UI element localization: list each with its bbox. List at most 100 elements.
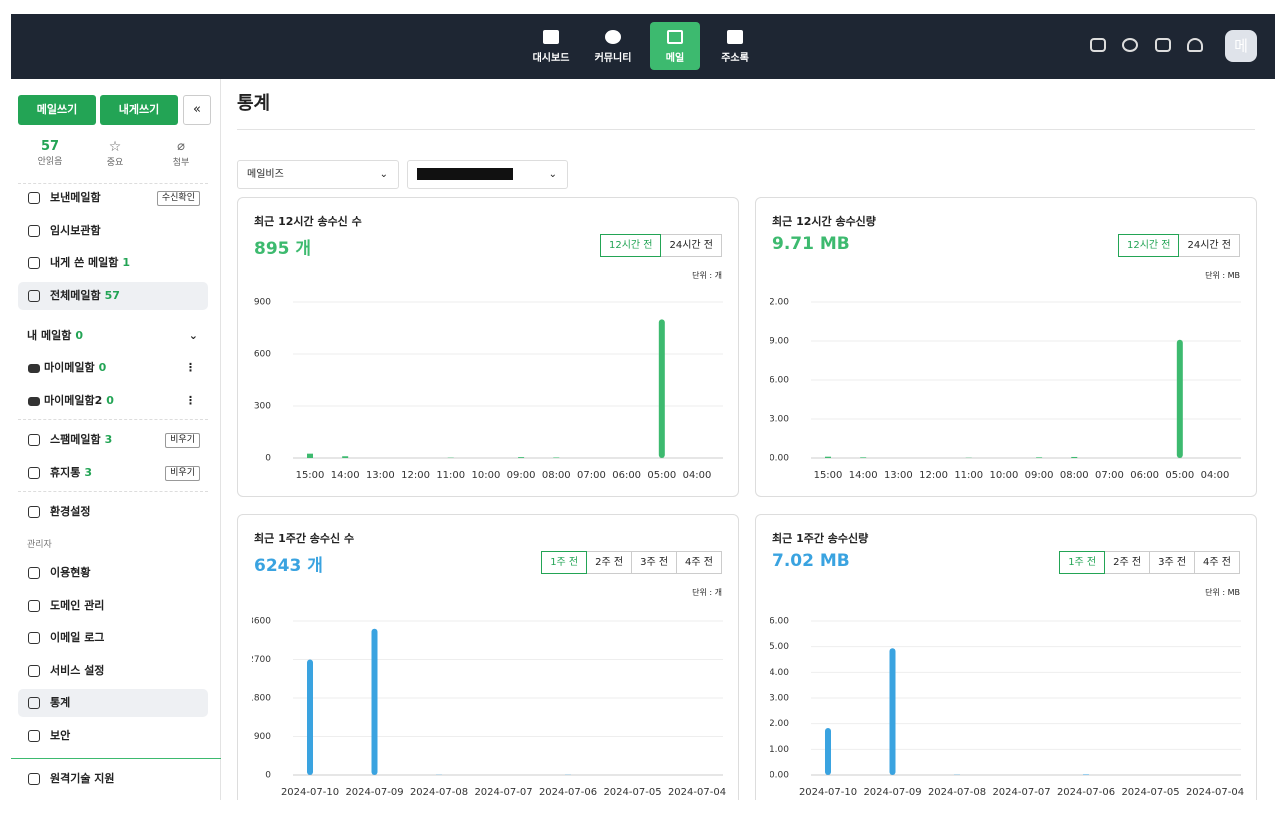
icon <box>28 632 40 644</box>
y-tick-label: 3.00 <box>769 694 789 704</box>
icon <box>28 773 40 785</box>
item-count: 3 <box>104 433 113 446</box>
item-label: 이메일 로그 <box>50 631 105 644</box>
nav-item[interactable]: 커뮤니티 <box>588 22 638 70</box>
x-tick-label: 12:00 <box>919 470 948 481</box>
redacted <box>417 168 513 180</box>
stat[interactable]: ⌀ 첨부 <box>156 139 206 168</box>
nav-item[interactable]: 주소록 <box>710 22 760 70</box>
x-tick-label: 2024-07-09 <box>345 787 403 798</box>
y-tick-label: 2.00 <box>769 719 789 729</box>
panel-total: 6243 개 <box>254 556 323 576</box>
item-label: 휴지통 <box>50 465 81 479</box>
chart-panel: 최근 12시간 송수신 수 895 개 12시간 전 24시간 전 단위 : 개 0 300… <box>237 197 739 497</box>
tab[interactable]: 4주 전 <box>676 551 722 574</box>
bell-icon[interactable] <box>1187 38 1203 52</box>
bar <box>342 456 349 458</box>
top-nav: 대시보드 커뮤니티 메일 주소록 메 <box>11 14 1275 79</box>
bar <box>553 457 560 458</box>
stat[interactable]: ☆ 중요 <box>90 139 140 168</box>
item-label: 원격기술 지원 <box>50 772 115 785</box>
chart-panel: 최근 1주간 송수신량 7.02 MB 1주 전 2주 전 3주 전 4주 전 단위 : M… <box>755 514 1257 800</box>
tab[interactable]: 1주 전 <box>541 551 588 574</box>
sidebar-item[interactable]: 보낸메일함 수신확인 <box>18 184 208 212</box>
more: ⋮ <box>185 393 196 407</box>
x-tick-label: 08:00 <box>542 470 571 481</box>
tabs: 12시간 전 24시간 전 <box>599 234 722 257</box>
bar <box>1083 774 1089 775</box>
tab[interactable]: 1주 전 <box>1059 551 1106 574</box>
stat[interactable]: 57 안읽음 <box>25 139 75 167</box>
item-count: 3 <box>84 465 93 479</box>
sidebar-item[interactable]: 보안 <box>18 722 208 750</box>
sidebar-item[interactable]: 도메인 관리 <box>18 592 208 620</box>
select[interactable]: ⌄ <box>407 160 568 189</box>
x-tick-label: 14:00 <box>849 470 878 481</box>
sidebar-item[interactable]: 원격기술 지원 <box>18 765 208 793</box>
y-axis: 0.00 1.00 2.00 3.00 4.00 5.00 6.00 <box>769 617 789 781</box>
x-tick-label: 13:00 <box>884 470 913 481</box>
announce-icon[interactable] <box>1090 38 1106 52</box>
y-axis: 0.00 3.00 6.00 9.00 12.00 <box>770 298 789 464</box>
x-tick-label: 2024-07-07 <box>474 787 532 798</box>
panel-title: 최근 12시간 송수신 수 <box>254 215 362 228</box>
org-icon[interactable] <box>1122 38 1138 52</box>
section-heading: 관리자 <box>27 540 52 550</box>
sidebar-item[interactable]: 이메일 로그 <box>18 624 208 652</box>
item-badge: 비우기 <box>165 433 200 448</box>
y-tick-label: 2700 <box>248 655 271 665</box>
chevron: ⌄ <box>188 329 198 342</box>
tab[interactable]: 12시간 전 <box>1117 234 1180 257</box>
sidebar-item[interactable]: 환경설정 <box>18 498 208 526</box>
x-tick-label: 13:00 <box>366 470 395 481</box>
item-label: 통계 <box>50 696 71 709</box>
y-tick-label: 1.00 <box>769 745 789 755</box>
bar <box>889 648 896 775</box>
select[interactable]: 메일비즈 ⌄ <box>237 160 399 189</box>
nav-item[interactable]: 대시보드 <box>526 22 576 70</box>
tab[interactable]: 12시간 전 <box>599 234 662 257</box>
nav-item[interactable]: 메일 <box>650 22 700 70</box>
sidebar-item[interactable]: 스팸메일함 3 비우기 <box>18 426 208 454</box>
item-label: 보낸메일함 <box>50 191 101 204</box>
icon <box>28 729 40 742</box>
x-tick-label: 2024-07-08 <box>410 787 468 798</box>
x-tick-label: 05:00 <box>647 470 676 481</box>
tab[interactable]: 4주 전 <box>1194 551 1240 574</box>
icon <box>28 257 40 269</box>
unit-label: 단위 : MB <box>1205 271 1240 280</box>
unit-label: 단위 : 개 <box>692 271 722 280</box>
self-write-button[interactable]: 내게쓰기 <box>100 95 178 125</box>
sidebar-item[interactable]: 전체메일함 57 <box>18 281 208 310</box>
stat-label: 중요 <box>106 158 124 168</box>
x-tick-label: 10:00 <box>989 470 1018 481</box>
sidebar-item[interactable]: 임시보관함 <box>18 217 208 245</box>
sidebar-item[interactable]: 서비스 설정 <box>18 657 208 685</box>
sidebar-item[interactable]: 통계 <box>18 689 208 717</box>
collapse-button[interactable]: « <box>183 95 211 125</box>
y-tick-label: 900 <box>254 732 271 742</box>
sidebar-item[interactable]: 이용현황 <box>18 559 208 587</box>
sidebar-item[interactable]: 휴지통 3 비우기 <box>18 459 208 487</box>
chat-icon[interactable] <box>1155 38 1171 52</box>
y-tick-label: 6.00 <box>769 617 789 627</box>
item-badge: 비우기 <box>165 465 200 481</box>
y-tick-label: 1800 <box>248 694 271 704</box>
x-tick-label: 2024-07-08 <box>928 787 986 798</box>
y-tick-label: 0.00 <box>769 771 789 781</box>
write-button[interactable]: 메일쓰기 <box>18 95 96 125</box>
icon <box>28 364 40 373</box>
sidebar-item[interactable]: 내게 쓴 메일함 1 <box>18 249 208 277</box>
sidebar-group[interactable]: 내 메일함 0 ⌄ <box>18 322 208 350</box>
y-tick-label: 0 <box>265 454 271 464</box>
more: ⋮ <box>185 361 196 374</box>
item-count: 0 <box>98 361 107 374</box>
sidebar-item[interactable]: 마이메일함2 0 ⋮ <box>18 387 208 415</box>
sidebar-item[interactable]: 마이메일함 0 ⋮ <box>18 354 208 382</box>
nav-label: 주소록 <box>721 53 749 64</box>
x-tick-label: 05:00 <box>1165 470 1194 481</box>
select-value: 메일비즈 <box>247 169 284 180</box>
avatar[interactable]: 메 <box>1225 30 1257 62</box>
x-tick-label: 2024-07-10 <box>799 787 857 798</box>
